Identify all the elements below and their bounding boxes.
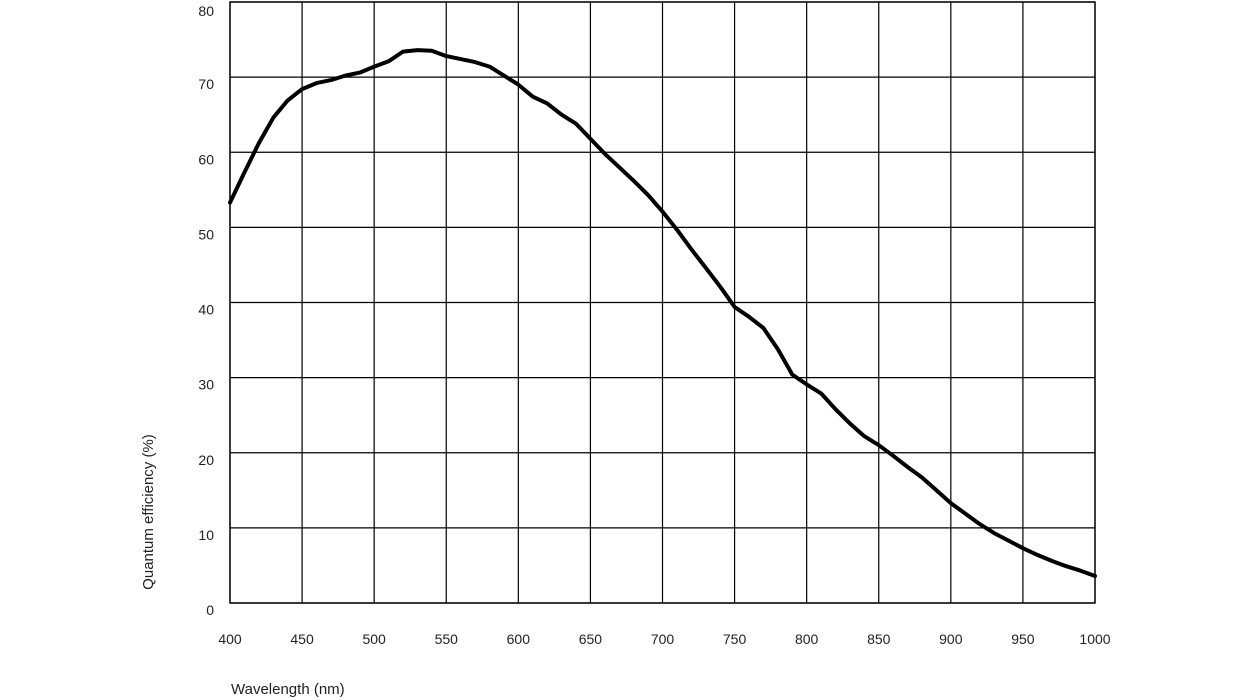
x-tick-label: 450 — [290, 631, 314, 647]
y-tick-label: 70 — [198, 76, 214, 92]
x-tick-label: 900 — [939, 631, 963, 647]
y-tick-label: 0 — [206, 602, 214, 618]
x-tick-label: 700 — [651, 631, 675, 647]
x-tick-label: 800 — [795, 631, 819, 647]
y-tick-label: 80 — [198, 3, 214, 19]
tick-labels: 400 450 500 550 600 650 700 750 800 850 900 950 1000… — [198, 3, 1110, 647]
qe-curve-line — [228, 48, 1097, 578]
plot-frame — [229, 1, 1096, 604]
y-tick-label: 50 — [198, 226, 214, 242]
y-tick-label: 10 — [198, 527, 214, 543]
y-tick-label: 30 — [198, 377, 214, 393]
x-tick-label: 950 — [1011, 631, 1035, 647]
x-tick-label: 650 — [579, 631, 603, 647]
x-axis-label: Wavelength (nm) — [231, 681, 345, 698]
x-tick-label: 850 — [867, 631, 891, 647]
x-tick-label: 1000 — [1079, 631, 1110, 647]
x-tick-label: 550 — [435, 631, 459, 647]
y-tick-label: 60 — [198, 151, 214, 167]
x-tick-label: 500 — [362, 631, 386, 647]
x-tick-label: 400 — [218, 631, 242, 647]
y-tick-label: 40 — [198, 302, 214, 318]
x-tick-label: 750 — [723, 631, 747, 647]
y-axis-label: Quantum efficiency (%) — [140, 434, 157, 590]
y-tick-label: 20 — [198, 452, 214, 468]
x-tick-label: 600 — [507, 631, 531, 647]
